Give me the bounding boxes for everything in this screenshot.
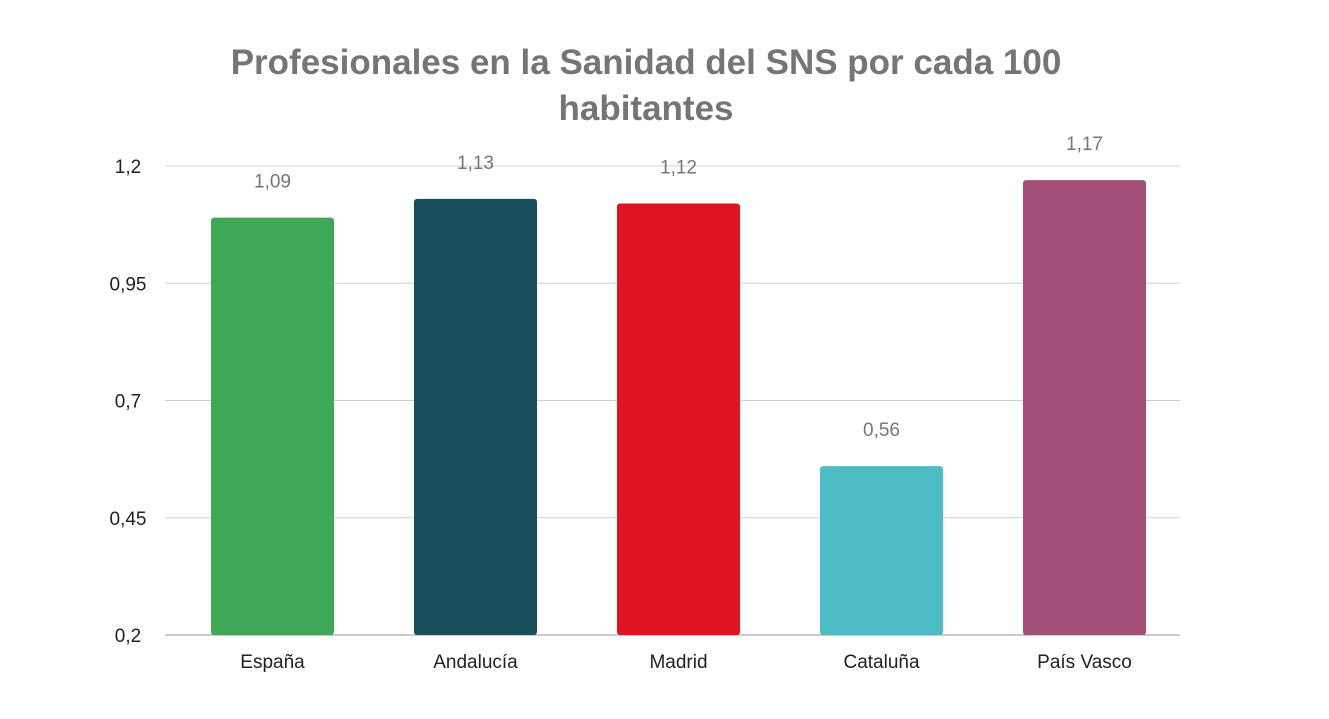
bar [211,217,334,635]
y-tick-label: 1,2 [115,157,141,178]
data-label: 1,12 [660,158,697,179]
y-tick-label: 0,95 [110,274,147,295]
y-tick-label: 0,7 [115,392,141,413]
x-tick-label: Madrid [649,652,707,673]
y-tick-label: 0,2 [115,626,141,647]
bar [617,203,740,635]
x-tick-label: País Vasco [1037,652,1132,673]
y-tick-label: 0,45 [110,509,147,530]
x-tick-label: Andalucía [433,652,518,673]
data-label: 1,13 [457,153,494,174]
data-label: 0,56 [863,420,900,441]
data-label: 1,17 [1066,134,1103,155]
chart-title-line-1: Profesionales en la Sanidad del SNS por … [230,43,1062,82]
bar [1023,180,1146,635]
chart-title: Profesionales en la Sanidad del SNS por … [0,40,1292,132]
x-tick-label: Cataluña [843,652,919,673]
bar [414,198,537,635]
data-label: 1,09 [254,172,291,193]
x-tick-label: España [240,652,305,673]
chart-title-line-2: habitantes [558,89,734,128]
bar [820,466,943,635]
